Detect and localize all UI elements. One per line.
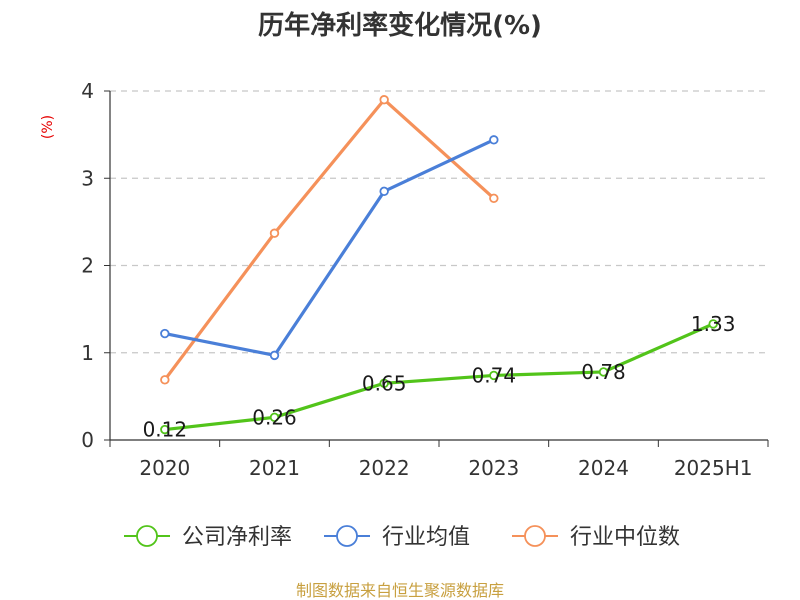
legend-label: 行业中位数 bbox=[570, 525, 680, 550]
legend: 公司净利率 行业均值 行业中位数 bbox=[124, 525, 680, 550]
data-label: 1.33 bbox=[691, 312, 736, 336]
series-line bbox=[164, 322, 714, 432]
data-point bbox=[269, 228, 280, 238]
y-tick-label: 4 bbox=[81, 79, 94, 103]
data-point bbox=[379, 95, 389, 105]
legend-label: 公司净利率 bbox=[182, 525, 292, 550]
grid-lines bbox=[110, 90, 768, 354]
data-labels: 0.12 0.26 0.65 0.74 0.78 1.33 bbox=[143, 312, 736, 442]
series-2 bbox=[160, 95, 499, 385]
data-label: 0.78 bbox=[581, 360, 626, 384]
series-group bbox=[160, 95, 718, 435]
series-line bbox=[163, 98, 495, 381]
data-point bbox=[160, 424, 170, 435]
data-point bbox=[708, 319, 718, 329]
data-label: 0.12 bbox=[143, 418, 188, 442]
data-point bbox=[489, 193, 499, 204]
data-label: 0.65 bbox=[362, 371, 407, 395]
data-point bbox=[379, 186, 389, 197]
data-point bbox=[489, 370, 499, 381]
y-tick-label: 3 bbox=[81, 166, 94, 190]
axes: 0 1 2 3 4 2020 2021 2022 2023 2024 2025H1 bbox=[81, 79, 769, 480]
legend-item-2: 行业中位数 bbox=[512, 525, 680, 550]
data-point bbox=[489, 135, 499, 145]
y-tick-label: 0 bbox=[81, 428, 94, 452]
source-note: 制图数据来自恒生聚源数据库 bbox=[296, 581, 504, 600]
legend-marker bbox=[524, 525, 546, 547]
data-point bbox=[269, 350, 280, 361]
x-tick-label: 2022 bbox=[359, 456, 410, 480]
y-tick-label: 1 bbox=[81, 341, 94, 365]
legend-item-1: 行业均值 bbox=[324, 525, 470, 550]
series-0 bbox=[160, 319, 718, 435]
series-line bbox=[164, 138, 495, 357]
data-label: 0.26 bbox=[252, 405, 297, 429]
x-tick-label: 2024 bbox=[578, 456, 629, 480]
legend-marker bbox=[136, 525, 158, 547]
chart-title: 历年净利率变化情况(%) bbox=[258, 10, 542, 41]
legend-item-0: 公司净利率 bbox=[124, 525, 292, 550]
series-1 bbox=[160, 135, 499, 361]
data-point bbox=[379, 378, 389, 388]
legend-label: 行业均值 bbox=[382, 525, 470, 550]
data-point bbox=[160, 328, 170, 339]
legend-marker bbox=[336, 525, 358, 547]
y-tick-label: 2 bbox=[81, 254, 94, 278]
x-tick-label: 2020 bbox=[139, 456, 190, 480]
x-tick-label: 2021 bbox=[249, 456, 300, 480]
data-point bbox=[160, 375, 170, 385]
data-point bbox=[269, 412, 280, 423]
x-tick-label: 2023 bbox=[468, 456, 519, 480]
data-point bbox=[598, 367, 609, 377]
y-axis-label: (%) bbox=[40, 115, 56, 139]
x-tick-label: 2025H1 bbox=[674, 456, 753, 480]
data-label: 0.74 bbox=[472, 363, 517, 387]
